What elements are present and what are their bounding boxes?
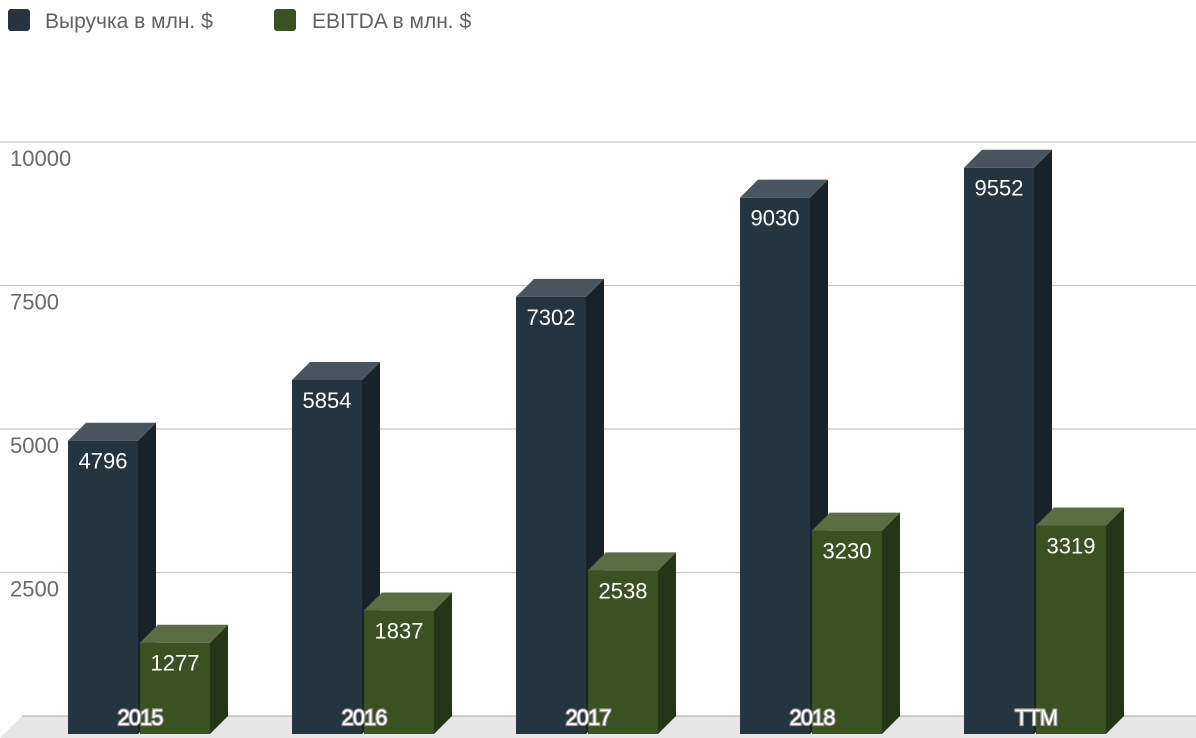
bar-side — [882, 512, 900, 734]
bar-front — [812, 530, 882, 734]
data-label: 1277 — [151, 651, 200, 676]
y-axis-ticks: 2500 5000 7500 10000 — [10, 146, 71, 602]
bar-top — [812, 512, 900, 531]
bar — [588, 552, 676, 734]
data-label: 7302 — [527, 305, 576, 330]
bars — [68, 149, 1124, 735]
bar-top — [516, 278, 604, 297]
legend-swatch-ebitda — [274, 9, 296, 31]
bar-front — [1036, 525, 1106, 734]
bar-top — [68, 422, 156, 441]
bar-top — [740, 179, 828, 198]
data-label: 3230 — [823, 539, 872, 564]
bar — [364, 592, 452, 734]
data-label: 9030 — [751, 206, 800, 231]
bar-side — [434, 592, 452, 734]
y-tick-label: 7500 — [10, 290, 59, 315]
x-tick-label: 2016 — [342, 705, 388, 730]
data-label: 9552 — [975, 176, 1024, 201]
legend-label-ebitda: EBITDA в млн. $ — [312, 10, 471, 33]
bar-front — [964, 167, 1034, 734]
data-label: 3319 — [1047, 533, 1096, 558]
data-label: 5854 — [303, 388, 352, 413]
y-tick-label: 2500 — [10, 577, 59, 602]
bar — [140, 624, 228, 734]
bar-side — [210, 624, 228, 734]
bar-front — [140, 642, 210, 734]
bar — [68, 422, 156, 734]
bar-top — [588, 552, 676, 571]
legend-item-revenue[interactable]: Выручка в млн. $ — [8, 9, 213, 33]
bar-top — [964, 149, 1052, 168]
bar-front — [68, 440, 138, 734]
data-label: 4796 — [79, 449, 128, 474]
bar-front — [364, 610, 434, 734]
bar — [292, 361, 380, 734]
bar-front — [740, 197, 810, 735]
data-label: 1837 — [375, 619, 424, 644]
data-labels: 4796 1277 5854 1837 7302 2538 9030 3230 9552 3319 — [79, 176, 1096, 676]
data-label: 2538 — [599, 578, 648, 603]
legend: Выручка в млн. $ EBITDA в млн. $ — [8, 9, 471, 33]
y-tick-label: 5000 — [10, 433, 59, 458]
legend-label-revenue: Выручка в млн. $ — [45, 10, 213, 33]
bar-side — [1106, 507, 1124, 734]
x-tick-label: 2015 — [118, 705, 164, 730]
legend-swatch-revenue — [8, 9, 30, 31]
bar-top — [1036, 507, 1124, 526]
bar — [1036, 507, 1124, 734]
x-tick-label: 2018 — [790, 705, 836, 730]
x-tick-label: 2017 — [566, 705, 612, 730]
x-tick-label: TTM — [1015, 705, 1057, 730]
bar-front — [292, 379, 362, 734]
bar-top — [140, 624, 228, 643]
bar-top — [292, 361, 380, 380]
y-tick-label: 10000 — [10, 146, 71, 171]
bar-top — [364, 592, 452, 611]
bar — [964, 149, 1052, 734]
bar-side — [658, 552, 676, 734]
bar-front — [588, 570, 658, 734]
bar-front — [516, 296, 586, 734]
category-labels: 2015 2016 2017 2018 TTM — [116, 704, 1059, 731]
bar — [812, 512, 900, 734]
legend-item-ebitda[interactable]: EBITDA в млн. $ — [274, 9, 471, 33]
